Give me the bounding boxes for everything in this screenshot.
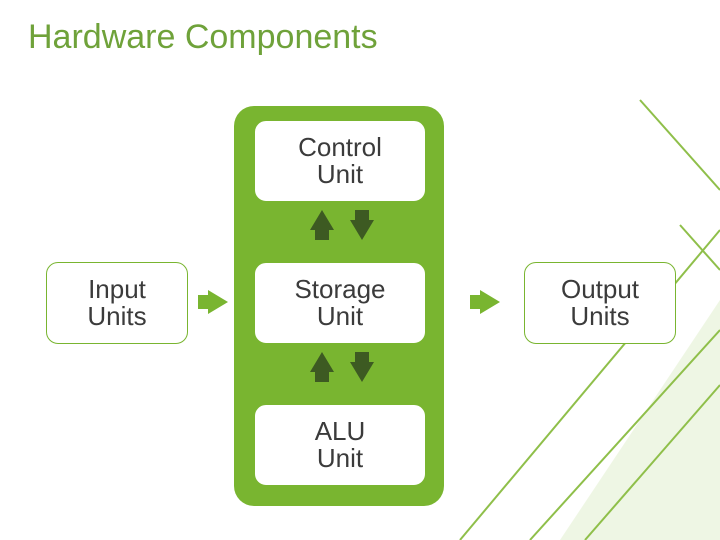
node-label: ControlUnit [298,134,382,189]
node-storage-unit: StorageUnit [254,262,426,344]
node-label: StorageUnit [294,276,385,331]
node-input-units: InputUnits [46,262,188,344]
node-label: InputUnits [87,276,146,331]
node-output-units: OutputUnits [524,262,676,344]
node-label: ALUUnit [315,418,366,473]
node-label: OutputUnits [561,276,639,331]
node-alu-unit: ALUUnit [254,404,426,486]
node-control-unit: ControlUnit [254,120,426,202]
page-title: Hardware Components [28,18,378,57]
